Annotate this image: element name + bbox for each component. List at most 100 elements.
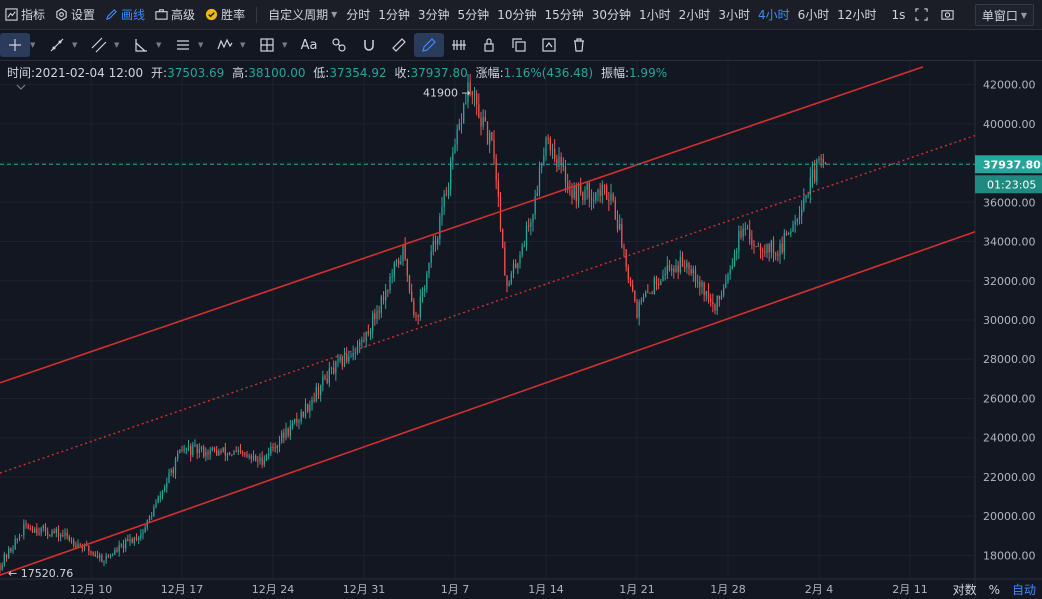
fullscreen-icon [915,8,929,21]
period-button[interactable]: 1分钟 [378,8,410,22]
grid-tool[interactable] [252,33,282,57]
candle-body [606,185,608,200]
chevron-down-icon: ▼ [1020,10,1027,20]
trendline-icon [50,38,64,52]
chevron-down-icon[interactable]: ▼ [72,41,78,49]
copy-tool[interactable] [504,33,534,57]
keep-drawing-tool[interactable] [414,33,444,57]
lock-tool[interactable] [474,33,504,57]
crosshair-tool[interactable] [0,33,30,57]
candle-body [55,528,57,534]
price-chart[interactable]: 18000.00 20000.00 22000.00 24000.00 26000.00… [0,61,1042,599]
candle-body [573,185,575,199]
candle-body [419,296,421,317]
candle-body [322,376,324,386]
period-button[interactable]: 5分钟 [457,8,490,22]
percent-scale-button[interactable]: % [988,582,1000,597]
candle-body [34,528,36,533]
template-icon [542,38,556,52]
period-button[interactable]: 6小时 [797,8,830,22]
candle-body [382,296,385,301]
ruler-tool[interactable] [384,33,414,57]
candle-body [5,554,8,558]
custom-period-dropdown[interactable]: 自定义周期 ▼ [263,0,342,29]
chevron-down-icon[interactable]: ▼ [156,41,162,49]
candle-body [135,537,138,540]
wave-tool[interactable] [210,33,240,57]
period-button[interactable]: 15分钟 [544,8,584,22]
period-button[interactable]: 3分钟 [417,8,450,22]
delete-tool[interactable] [564,33,594,57]
candle-body [177,453,179,459]
period-button[interactable]: 1小时 [639,8,671,22]
candle-body [467,82,469,103]
candle-body [118,545,120,552]
candle-body [805,195,807,199]
screenshot-button[interactable] [936,0,962,29]
candle-body [170,469,172,473]
candle-body [287,428,289,436]
period-button[interactable]: 4小时 [757,8,790,22]
advanced-button[interactable]: 高级 [150,0,200,29]
channel-upper-line[interactable] [0,66,924,384]
chevron-down-icon[interactable]: ▼ [30,41,36,49]
candle-body [337,360,339,362]
chevron-down-icon[interactable] [16,84,26,90]
draw-button[interactable]: 画线 [100,0,150,29]
indicators-button[interactable]: 指标 [0,0,50,29]
trendline-tool[interactable] [42,33,72,57]
candle-body [495,158,497,181]
candle-body [42,525,44,528]
candle-body [716,295,718,311]
candle-body [276,445,278,448]
candle-body [619,224,621,230]
candle-body [164,487,166,491]
period-button[interactable]: 30分钟 [591,8,632,22]
channel-tool[interactable] [84,33,114,57]
period-button[interactable]: 12小时 [837,8,877,22]
channel-middle-line[interactable] [0,134,976,474]
template-tool[interactable] [534,33,564,57]
pattern-tool[interactable] [324,33,354,57]
chevron-down-icon[interactable]: ▼ [114,41,120,49]
log-scale-button[interactable]: 对数 [952,583,977,597]
candle-body [742,229,744,237]
chevron-down-icon[interactable]: ▼ [198,41,204,49]
candle-body [536,192,538,197]
candle-body [751,238,753,245]
visibility-tool[interactable] [444,33,474,57]
settings-button[interactable]: 设置 [50,0,100,29]
candle-body [460,123,463,125]
y-tick-label: 22000.00 [983,471,1036,484]
candle-body [434,241,437,245]
candle-body [642,296,645,301]
period-button[interactable]: 3小时 [718,8,750,22]
period-button[interactable]: 2小时 [678,8,711,22]
time-label: 时间: [7,66,36,80]
interval-1s-button[interactable]: 1s [887,0,911,29]
magnet-tool[interactable] [354,33,384,57]
period-button[interactable]: 分时 [346,8,371,22]
candle-body [681,257,684,267]
trash-icon [574,38,584,52]
x-tick-label: 12月 31 [343,583,386,596]
candle-body [129,539,131,541]
chevron-down-icon[interactable]: ▼ [282,41,288,49]
chevron-down-icon[interactable]: ▼ [240,41,246,49]
winrate-button[interactable]: 胜率 [200,0,250,29]
candle-body [694,269,697,282]
window-mode-dropdown[interactable]: 单窗口 ▼ [974,4,1034,26]
angle-tool[interactable] [126,33,156,57]
y-tick-label: 30000.00 [983,314,1036,327]
channel-lower-line[interactable] [0,230,976,576]
text-tool[interactable]: Aa [294,33,324,57]
candle-body [430,251,432,263]
candle-body [291,421,294,426]
period-button[interactable]: 10分钟 [497,8,537,22]
candle-body [320,385,322,396]
candle-body [16,538,18,540]
horizontal-lines-tool[interactable] [168,33,198,57]
fullscreen-button[interactable] [910,0,936,29]
candle-body [675,265,677,272]
auto-scale-button[interactable]: 自动 [1011,583,1036,597]
